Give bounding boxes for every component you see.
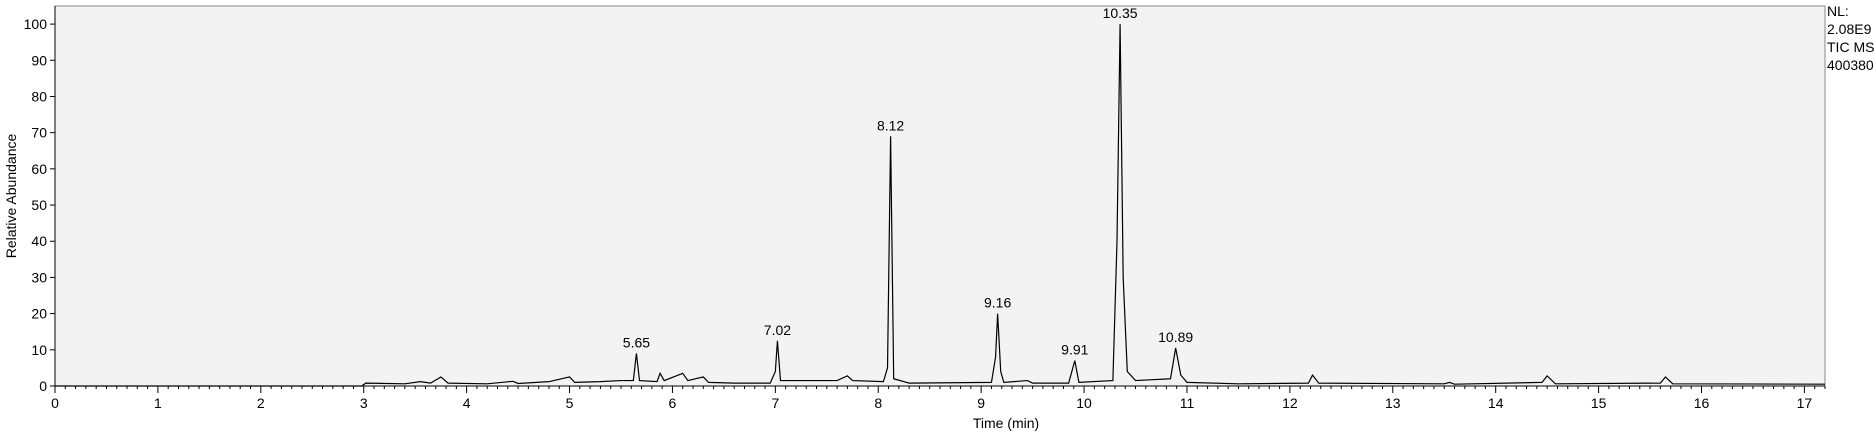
y-tick-label: 90 <box>31 52 47 68</box>
y-tick-label: 10 <box>31 342 47 358</box>
info-text: TIC MS <box>1827 39 1874 55</box>
y-tick-label: 100 <box>24 16 48 32</box>
y-tick-label: 40 <box>31 233 47 249</box>
x-tick-label: 5 <box>566 395 574 411</box>
peak-label: 9.16 <box>984 295 1011 311</box>
x-tick-label: 8 <box>874 395 882 411</box>
y-tick-label: 70 <box>31 125 47 141</box>
trace <box>55 24 1826 387</box>
peak-label: 10.89 <box>1158 329 1193 345</box>
x-tick-label: 17 <box>1797 395 1813 411</box>
x-tick-label: 11 <box>1180 395 1195 411</box>
peak-label: 9.91 <box>1061 342 1088 358</box>
y-tick-label: 80 <box>31 88 47 104</box>
x-tick-label: 16 <box>1694 395 1710 411</box>
x-tick-label: 14 <box>1488 395 1504 411</box>
y-tick-label: 60 <box>31 161 47 177</box>
info-text: 2.08E9 <box>1827 21 1872 37</box>
plot-area <box>54 5 1826 387</box>
peak-label: 8.12 <box>877 117 904 133</box>
y-tick-label: 20 <box>31 306 47 322</box>
x-tick-label: 13 <box>1385 395 1401 411</box>
x-tick-label: 7 <box>771 395 779 411</box>
x-tick-label: 12 <box>1282 395 1298 411</box>
y-tick-label: 0 <box>39 378 47 394</box>
info-text: 400380- <box>1827 57 1874 73</box>
x-tick-label: 10 <box>1076 395 1092 411</box>
peak-label: 5.65 <box>623 334 650 350</box>
x-axis-label: Time (min) <box>973 415 1039 431</box>
y-tick-label: 30 <box>31 269 47 285</box>
x-tick-label: 1 <box>154 395 162 411</box>
x-tick-label: 6 <box>669 395 677 411</box>
x-tick-label: 3 <box>360 395 368 411</box>
peak-label: 10.35 <box>1103 5 1138 21</box>
x-tick-label: 9 <box>977 395 985 411</box>
info-text: NL: <box>1827 3 1849 19</box>
x-tick-label: 4 <box>463 395 471 411</box>
x-tick-label: 0 <box>51 395 59 411</box>
peak-label: 7.02 <box>764 322 791 338</box>
x-tick-label: 2 <box>257 395 265 411</box>
y-tick-label: 50 <box>31 197 47 213</box>
y-axis-label: Relative Abundance <box>3 134 19 259</box>
x-tick-label: 15 <box>1591 395 1607 411</box>
